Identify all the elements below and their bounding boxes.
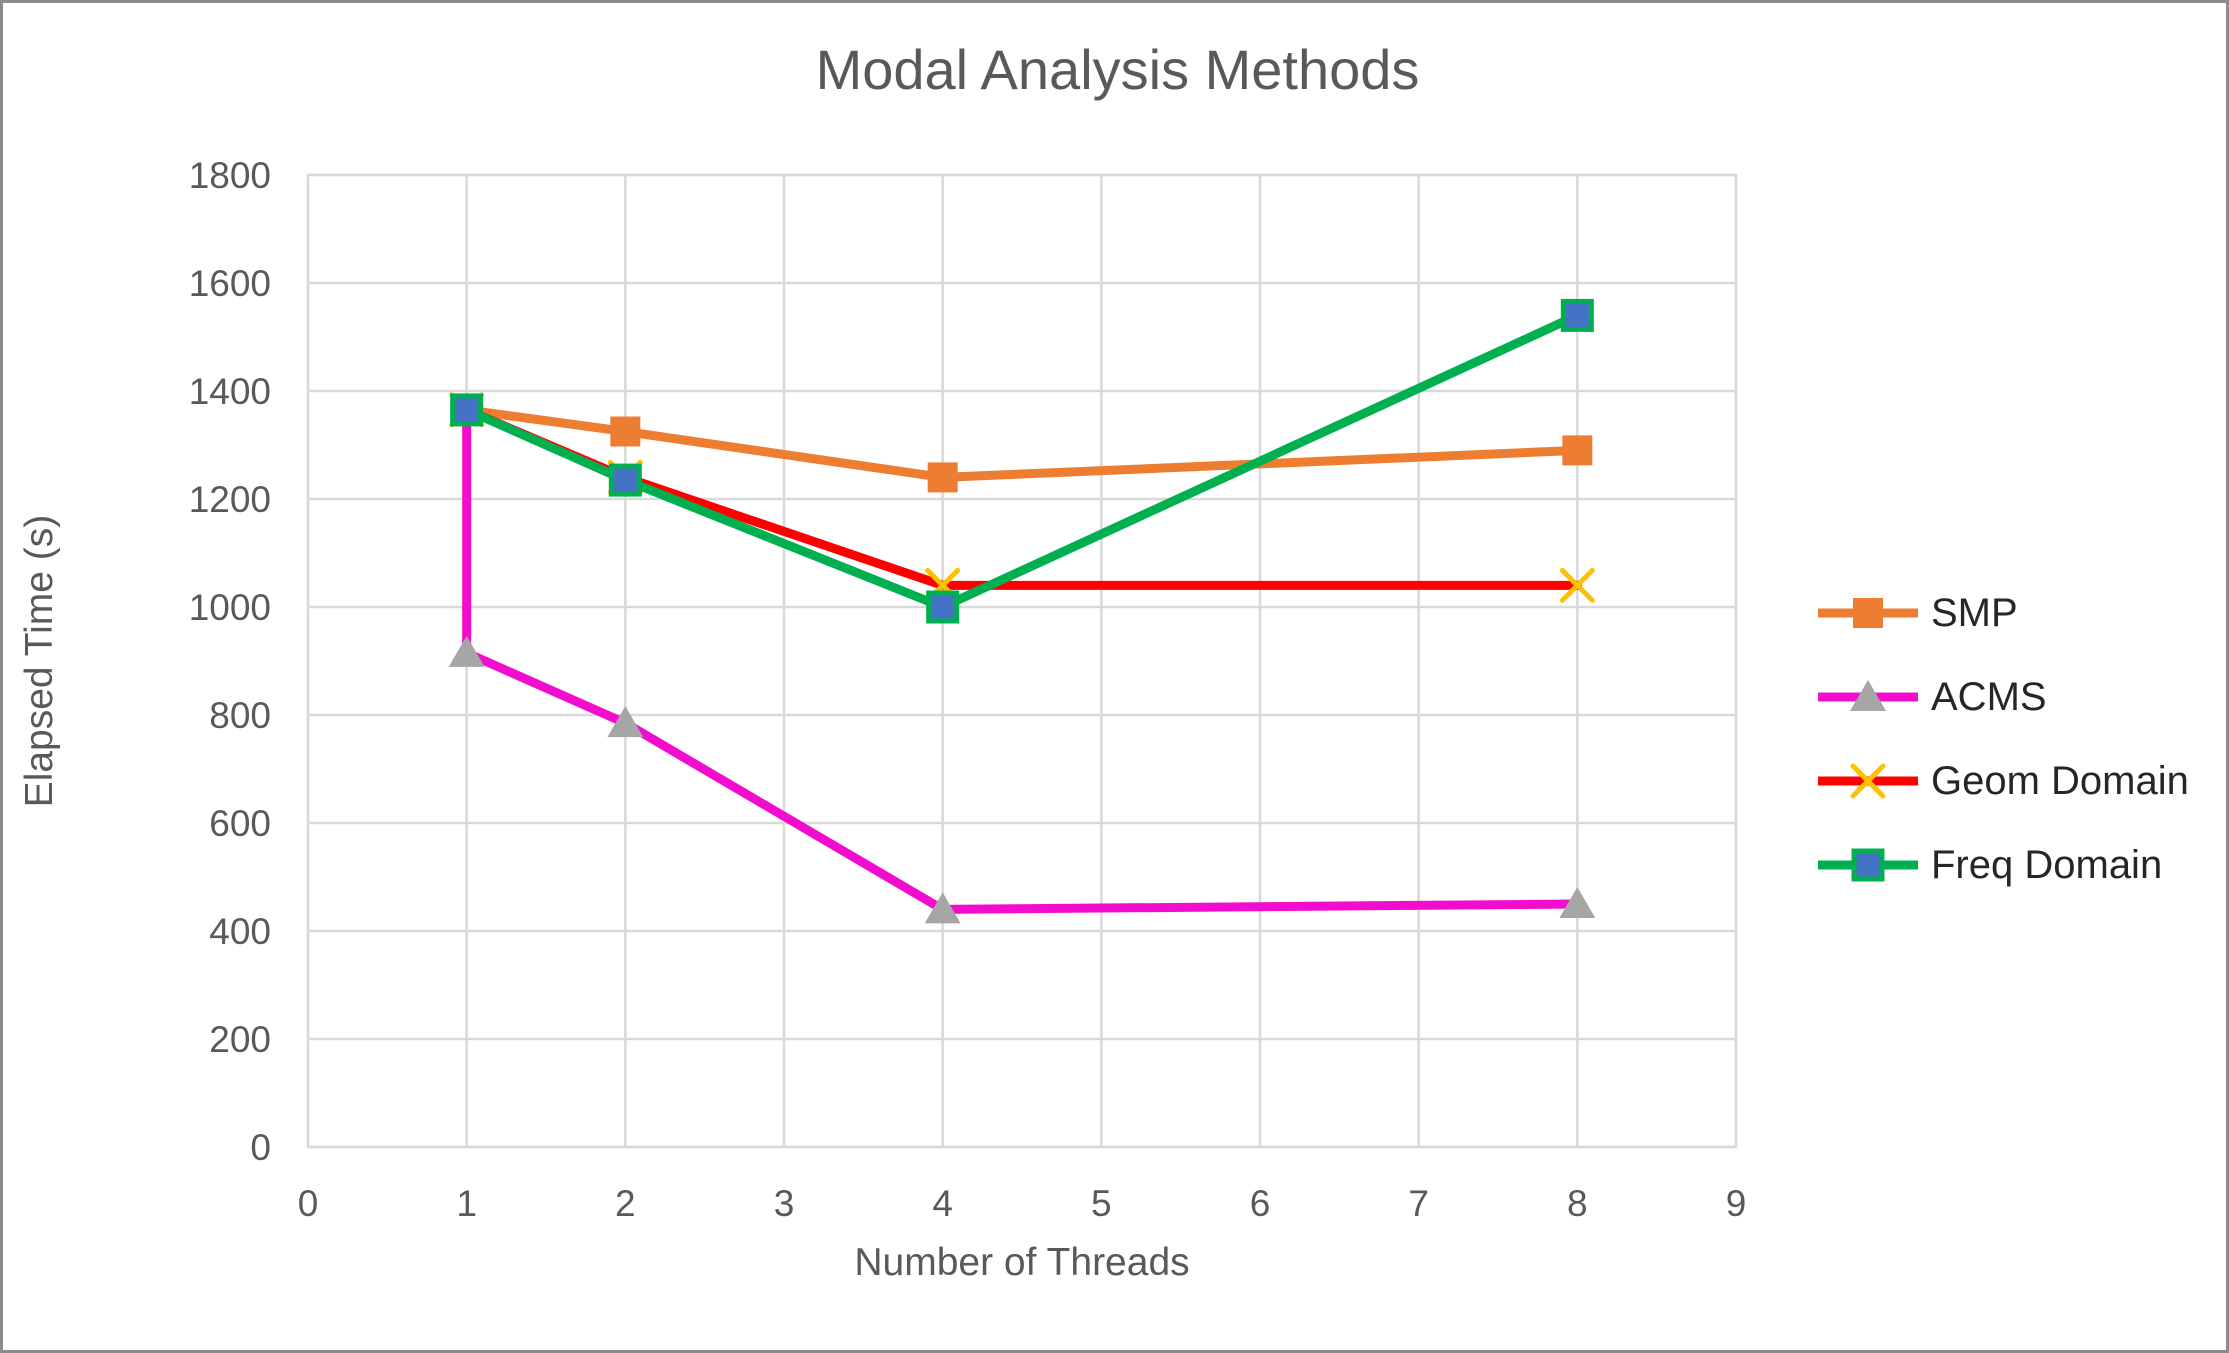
svg-text:0: 0 bbox=[298, 1183, 319, 1224]
svg-text:9: 9 bbox=[1726, 1183, 1747, 1224]
svg-text:8: 8 bbox=[1567, 1183, 1588, 1224]
chart-title: Modal Analysis Methods bbox=[815, 38, 1420, 101]
series-acms bbox=[448, 405, 1596, 924]
svg-text:800: 800 bbox=[209, 695, 271, 736]
legend-marker-acms-icon bbox=[1818, 680, 1918, 711]
legend-marker-smp-icon bbox=[1818, 598, 1918, 628]
svg-text:0: 0 bbox=[250, 1127, 271, 1168]
plot-area: 0 200 400 600 800 1000 1200 1400 1600 1800 0 1 2 3 4 5 6… bbox=[189, 155, 1747, 1224]
svg-text:6: 6 bbox=[1250, 1183, 1271, 1224]
svg-text:1: 1 bbox=[456, 1183, 477, 1224]
svg-text:3: 3 bbox=[774, 1183, 795, 1224]
legend-item-smp: SMP bbox=[1813, 571, 2223, 655]
svg-text:1600: 1600 bbox=[189, 263, 271, 304]
svg-text:1400: 1400 bbox=[189, 371, 271, 412]
svg-text:5: 5 bbox=[1091, 1183, 1112, 1224]
legend-label-acms: ACMS bbox=[1931, 674, 2047, 719]
legend-label-geom-domain: Geom Domain bbox=[1931, 758, 2189, 803]
svg-text:1200: 1200 bbox=[189, 479, 271, 520]
legend-item-acms: ACMS bbox=[1813, 655, 2223, 739]
legend-label-freq-domain: Freq Domain bbox=[1931, 842, 2163, 887]
svg-text:400: 400 bbox=[209, 911, 271, 952]
legend-marker-geom-domain-icon bbox=[1818, 763, 1918, 799]
legend-marker-freq-domain-icon bbox=[1818, 848, 1918, 882]
series-freq-domain bbox=[450, 298, 1594, 624]
legend: SMP ACMS Geom Domain Freq Domain bbox=[1813, 571, 2223, 907]
svg-text:1800: 1800 bbox=[189, 155, 271, 196]
legend-item-freq-domain: Freq Domain bbox=[1813, 823, 2223, 907]
svg-text:200: 200 bbox=[209, 1019, 271, 1060]
svg-text:2: 2 bbox=[615, 1183, 636, 1224]
svg-text:600: 600 bbox=[209, 803, 271, 844]
svg-text:7: 7 bbox=[1408, 1183, 1429, 1224]
svg-text:1000: 1000 bbox=[189, 587, 271, 628]
legend-item-geom-domain: Geom Domain bbox=[1813, 739, 2223, 823]
x-axis-title: Number of Threads bbox=[854, 1241, 1190, 1284]
svg-text:4: 4 bbox=[932, 1183, 953, 1224]
legend-label-smp: SMP bbox=[1931, 590, 2018, 635]
